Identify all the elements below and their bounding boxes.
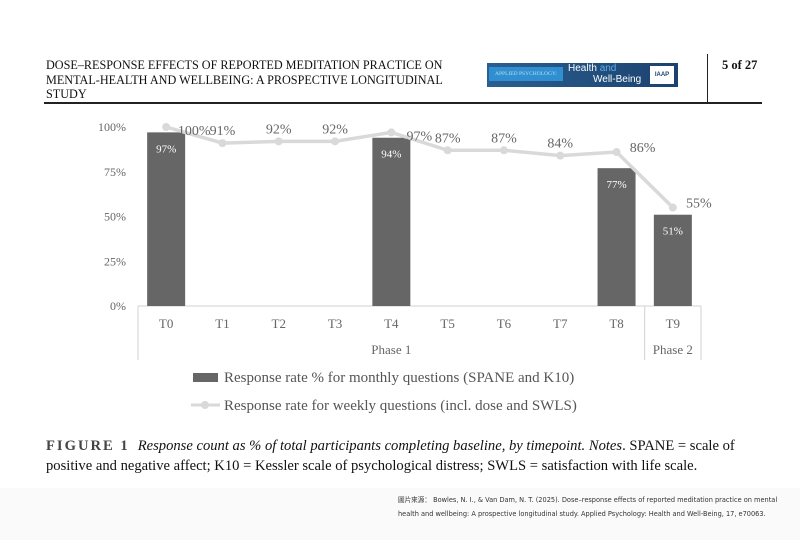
image-source: 圖片來源： Bowles, N. I., & Van Dam, N. T. (2… bbox=[398, 496, 778, 518]
header-rule bbox=[44, 102, 762, 104]
line-data-label: 91% bbox=[210, 124, 236, 139]
x-tick-label: T9 bbox=[666, 316, 680, 331]
line-point bbox=[668, 203, 677, 212]
group-label: Phase 1 bbox=[371, 342, 411, 357]
caption-text: . SPANE = scale of positive and negative… bbox=[46, 438, 735, 474]
running-title: DOSE–RESPONSE EFFECTS OF REPORTED MEDITA… bbox=[46, 58, 443, 101]
caption-title: Response count as % of total participant… bbox=[137, 438, 623, 454]
line-data-label: 92% bbox=[266, 122, 292, 137]
line-data-label: 100% bbox=[178, 124, 211, 139]
bar bbox=[653, 214, 692, 306]
x-tick-label: T7 bbox=[553, 316, 568, 331]
legend-bar-swatch bbox=[193, 373, 218, 382]
line-data-label: 55% bbox=[686, 197, 712, 212]
line-point bbox=[331, 137, 340, 146]
x-tick-label: T1 bbox=[215, 316, 229, 331]
bar bbox=[372, 137, 411, 306]
line-point bbox=[499, 146, 508, 155]
legend-line-marker bbox=[201, 401, 209, 409]
x-tick-label: T3 bbox=[328, 316, 342, 331]
x-tick-label: T4 bbox=[384, 316, 399, 331]
header-divider bbox=[707, 54, 708, 102]
page-number: 5 of 27 bbox=[722, 58, 758, 72]
line-point bbox=[443, 146, 452, 155]
journal-logo: APPLIED PSYCHOLOGY: Health and Well-Bein… bbox=[487, 63, 678, 87]
bar bbox=[597, 168, 636, 306]
response-rate-chart: 0% 25% 50% 75% 100% Phase 1 Phase 2 T0 T1 T2 T3 T4 T… bbox=[98, 120, 712, 414]
line-point bbox=[162, 123, 171, 131]
bar-data-label: 97% bbox=[156, 143, 176, 155]
x-tick-label: T8 bbox=[609, 316, 623, 331]
line-point bbox=[218, 139, 227, 148]
logo-org: IAAP bbox=[650, 66, 674, 84]
line-data-label: 87% bbox=[491, 131, 517, 146]
source-band bbox=[0, 488, 800, 540]
logo-prefix: APPLIED PSYCHOLOGY: bbox=[489, 67, 563, 81]
logo-health: Health bbox=[568, 63, 597, 74]
bar-data-label: 77% bbox=[606, 179, 626, 191]
group-label: Phase 2 bbox=[653, 342, 693, 357]
y-tick-label: 25% bbox=[104, 254, 126, 268]
figure-label: FIGURE 1 bbox=[46, 438, 130, 454]
bar bbox=[147, 132, 186, 306]
line-data-label: 97% bbox=[407, 129, 433, 144]
line-data-label: 84% bbox=[547, 137, 573, 152]
line-data-label: 87% bbox=[435, 131, 461, 146]
x-tick-label: T0 bbox=[159, 316, 173, 331]
line-data-label: 86% bbox=[630, 141, 656, 156]
y-tick-label: 100% bbox=[98, 120, 126, 134]
weekly-line bbox=[165, 125, 675, 209]
line-data-label: 92% bbox=[322, 122, 348, 137]
y-tick-label: 75% bbox=[104, 165, 126, 179]
figure-caption: FIGURE 1 Response count as % of total par… bbox=[46, 436, 766, 476]
x-tick-label: T5 bbox=[440, 316, 454, 331]
logo-and: and bbox=[599, 63, 617, 74]
y-tick-label: 0% bbox=[110, 299, 126, 313]
bar-data-label: 51% bbox=[663, 226, 683, 238]
x-tick-label: T2 bbox=[272, 316, 286, 331]
line-point bbox=[612, 148, 621, 157]
line-point bbox=[274, 137, 283, 146]
y-tick-label: 50% bbox=[104, 210, 126, 224]
line-point bbox=[387, 128, 396, 137]
x-tick-label: T6 bbox=[497, 316, 512, 331]
bar-data-label: 94% bbox=[381, 149, 401, 161]
line-point bbox=[556, 151, 565, 160]
legend-bar-label: Response rate % for monthly questions (S… bbox=[224, 370, 574, 386]
legend-line-label: Response rate for weekly questions (incl… bbox=[224, 398, 577, 414]
logo-wellbeing: Well-Being bbox=[593, 74, 642, 85]
